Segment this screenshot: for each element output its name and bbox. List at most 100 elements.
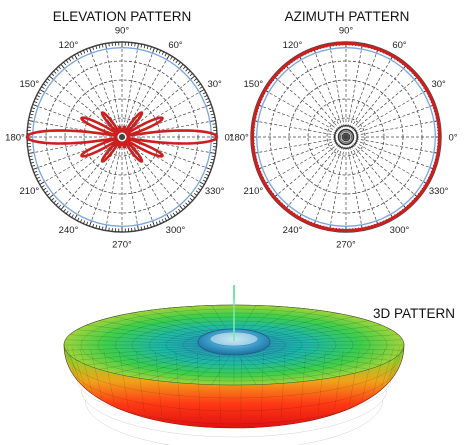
elevation-degree-tick: [161, 51, 165, 55]
elevation-degree-tick: [178, 63, 184, 70]
elevation-degree-tick: [92, 223, 95, 228]
elevation-angle-label: 330°: [205, 186, 225, 197]
azimuth-grid-spoke: [345, 136, 408, 210]
elevation-grid-spoke: [105, 136, 123, 231]
3d-mesh-line: [189, 354, 227, 384]
elevation-degree-tick: [146, 224, 149, 229]
elevation-degree-tick: [46, 78, 51, 81]
3d-mesh-line: [196, 352, 201, 420]
elevation-degree-tick: [51, 197, 55, 201]
azimuth-center-ring: [337, 128, 355, 146]
azimuth-angle-label: 90°: [339, 26, 354, 37]
3d-mesh-line: [261, 348, 392, 361]
elevation-degree-tick: [172, 58, 176, 62]
azimuth-grid-spoke: [273, 136, 347, 199]
azimuth-grid-spoke: [313, 136, 347, 227]
elevation-degree-tick: [74, 213, 78, 220]
3d-mesh-line: [280, 352, 286, 419]
3d-mesh-band: [72, 366, 396, 412]
3d-toroid-surface: [63, 285, 405, 445]
elevation-degree-tick: [172, 212, 176, 216]
elevation-angle-label: 180°: [5, 133, 25, 144]
3d-mesh-line: [118, 350, 129, 408]
elevation-degree-tick: [60, 63, 66, 70]
azimuth-grid-spoke: [263, 136, 347, 185]
elevation-degree-tick: [39, 89, 46, 93]
3d-mesh-line: [71, 347, 86, 388]
elevation-degree-tick: [46, 193, 51, 196]
elevation-degree-tick: [210, 113, 215, 116]
elevation-degree-tick: [89, 47, 92, 54]
elevation-degree-tick: [41, 86, 45, 89]
elevation-degree-tick: [28, 120, 35, 122]
elevation-angle-label: 300°: [166, 225, 186, 236]
elevation-degree-tick: [79, 219, 83, 223]
3d-mesh-line: [69, 334, 206, 343]
azimuth-angle-label: 210°: [244, 186, 264, 197]
azimuth-grid-spoke: [298, 136, 347, 220]
elevation-degree-tick: [137, 224, 139, 231]
azimuth-angle-label: 300°: [390, 225, 410, 236]
3d-mesh-line: [372, 348, 386, 395]
azimuth-grid-spoke: [345, 120, 440, 138]
3d-mesh-line: [241, 354, 279, 384]
azimuth-grid-spoke: [345, 136, 419, 199]
elevation-degree-tick: [199, 86, 203, 89]
elevation-degree-tick: [155, 221, 158, 226]
elevation-degree-tick: [211, 155, 216, 158]
3d-mesh-line: [262, 347, 399, 356]
3d-mesh-line: [99, 320, 211, 340]
3d-mesh-line: [103, 350, 115, 404]
elevation-degree-tick: [166, 54, 170, 61]
3d-mesh-line: [237, 354, 257, 385]
elevation-degree-tick: [140, 43, 143, 48]
elevation-degree-tick: [92, 46, 95, 51]
elevation-degree-tick: [43, 83, 47, 87]
elevation-degree-tick: [158, 50, 162, 54]
azimuth-pattern-chart: AZIMUTH PATTERN 0° 30° 60° 90° 120° 150° 180° 2…: [229, 9, 458, 251]
azimuth-grid-spoke: [345, 89, 429, 138]
3d-mesh-line: [218, 352, 221, 421]
elevation-degree-tick: [193, 193, 198, 196]
elevation-pattern-chart: ELEVATION PATTERN 0° 30° 60° 90° 120° 150° 180…: [5, 9, 234, 251]
3d-mesh-line: [76, 329, 207, 342]
elevation-degree-tick: [204, 176, 208, 180]
elevation-degree-tick: [55, 202, 59, 206]
elevation-degree-tick: [79, 51, 83, 55]
elevation-degree-tick: [197, 83, 201, 87]
elevation-degree-tick: [39, 181, 46, 185]
elevation-degree-tick: [143, 44, 146, 49]
elevation-degree-tick: [178, 61, 181, 66]
elevation-degree-tick: [105, 43, 107, 50]
elevation-degree-tick: [189, 75, 196, 81]
3d-mesh-line: [65, 346, 205, 351]
elevation-degree-tick: [185, 68, 189, 72]
3d-mesh-line: [168, 354, 223, 383]
elevation-degree-tick: [58, 204, 62, 208]
elevation-degree-tick: [53, 200, 57, 204]
elevation-reference-circle: [32, 47, 212, 227]
elevation-degree-tick: [178, 208, 181, 213]
elevation-degree-tick: [95, 45, 98, 50]
azimuth-reference-circle: [256, 47, 436, 227]
elevation-degree-tick: [170, 214, 173, 218]
azimuth-grid-spoke: [329, 43, 347, 138]
elevation-degree-tick: [209, 161, 214, 164]
elevation-degree-tick: [185, 202, 189, 206]
elevation-angle-label: 0°: [224, 133, 233, 144]
3d-mesh-line: [252, 352, 338, 377]
elevation-degree-tick: [77, 52, 80, 57]
3d-mesh-line: [380, 347, 394, 389]
elevation-degree-tick: [198, 89, 205, 93]
3d-mesh-line: [257, 350, 369, 370]
azimuth-grid-spoke: [298, 54, 347, 138]
elevation-grid-ring: [102, 117, 142, 157]
azimuth-grid-spoke: [345, 136, 394, 220]
elevation-degree-tick: [30, 161, 35, 164]
elevation-pattern-trace: [25, 111, 219, 163]
3d-mesh-line: [255, 316, 355, 339]
3d-mesh-line: [66, 346, 81, 381]
azimuth-angle-label: 240°: [283, 225, 303, 236]
azimuth-pattern-trace: [250, 41, 442, 233]
elevation-degree-tick: [48, 193, 55, 199]
